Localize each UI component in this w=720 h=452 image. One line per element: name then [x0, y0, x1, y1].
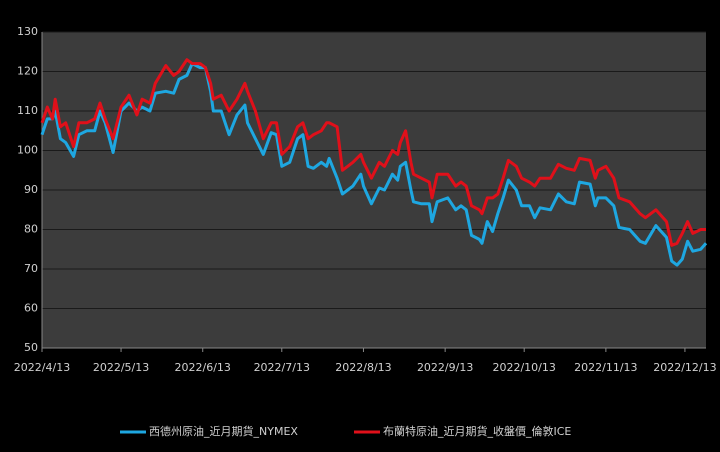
- y-tick-label: 120: [17, 65, 38, 78]
- x-tick-label: 2022/11/13: [574, 361, 637, 374]
- x-tick-label: 2022/8/13: [335, 361, 391, 374]
- y-tick-label: 90: [24, 183, 38, 196]
- y-tick-label: 100: [17, 144, 38, 157]
- grid: [41, 31, 706, 352]
- y-tick-label: 110: [17, 104, 38, 117]
- lines: [40, 58, 708, 267]
- y-tick-label: 80: [24, 223, 38, 236]
- legend: 西德州原油_近月期貨_NYMEX 布蘭特原油_近月期貨_收盤價_倫敦ICE: [120, 424, 571, 438]
- series-line: [40, 58, 706, 247]
- x-tick-label: 2022/5/13: [93, 361, 149, 374]
- legend-label: 布蘭特原油_近月期貨_收盤價_倫敦ICE: [383, 424, 571, 438]
- x-tick-label: 2022/12/13: [653, 361, 716, 374]
- y-tick-label: 70: [24, 262, 38, 275]
- x-tick-label: 2022/9/13: [417, 361, 473, 374]
- x-tick-label: 2022/10/13: [492, 361, 555, 374]
- y-tick-label: 60: [24, 302, 38, 315]
- y-tick-label: 130: [17, 25, 38, 38]
- legend-label: 西德州原油_近月期貨_NYMEX: [149, 424, 298, 438]
- series-line: [40, 62, 708, 267]
- x-tick-label: 2022/6/13: [175, 361, 231, 374]
- labels: 50 60 70 80 90 100 110 120 130 2022/4/13 2022/5/13…: [14, 25, 717, 374]
- x-tick-label: 2022/7/13: [254, 361, 310, 374]
- y-tick-label: 50: [24, 341, 38, 354]
- x-tick-label: 2022/4/13: [14, 361, 70, 374]
